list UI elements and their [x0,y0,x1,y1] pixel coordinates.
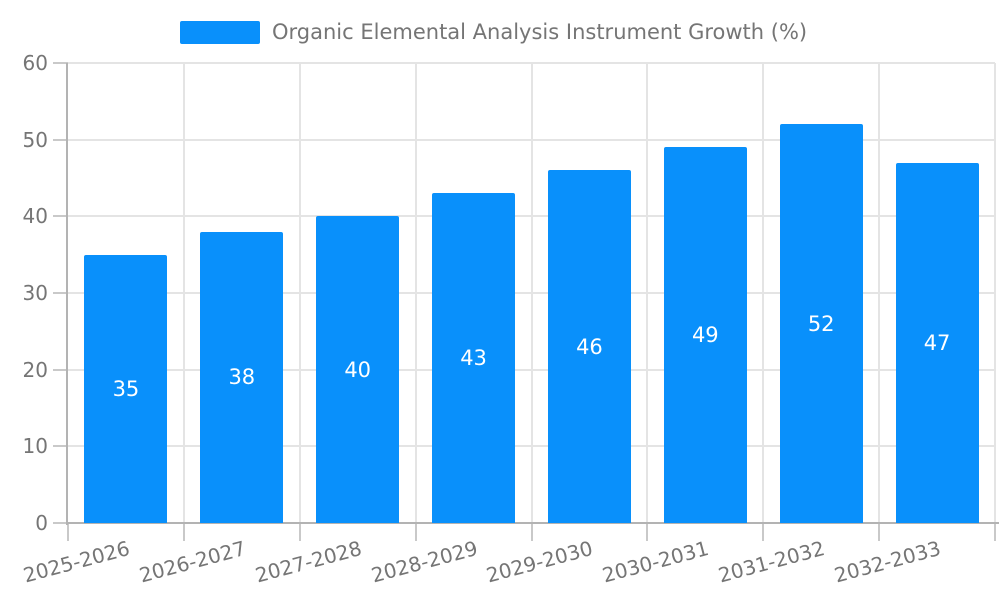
x-axis-tick [646,523,649,541]
bar-value-label: 52 [807,311,835,336]
x-axis-tick-label: 2028-2029 [368,536,480,588]
bar-value-label: 38 [228,365,256,390]
x-axis-tick-label: 2031-2032 [715,536,828,588]
legend-label: Organic Elemental Analysis Instrument Gr… [272,20,808,44]
bar[interactable] [895,162,979,523]
bar-value-label: 43 [460,346,487,371]
y-axis-tick-label: 0 [35,511,48,535]
x-axis-tick [298,523,301,541]
x-axis-tick [762,523,765,541]
x-axis-tick-label: 2029-2030 [484,536,596,588]
gridline-vertical [530,63,533,523]
x-axis-tick [994,523,996,541]
bar[interactable] [663,147,747,523]
y-axis-tick-label: 30 [22,281,48,305]
bar[interactable] [200,231,284,523]
gridline-vertical [298,63,301,523]
gridline-vertical [994,63,996,523]
x-axis-tick [878,523,881,541]
y-axis-tick [53,138,68,141]
gridline-vertical [878,63,881,523]
x-axis-tick-label: 2026-2027 [136,536,249,588]
gridline-vertical [414,63,417,523]
bar-value-label: 35 [112,376,140,401]
y-axis-line [66,63,68,525]
x-axis-tick-label: 2032-2033 [831,536,944,588]
bar[interactable] [316,216,400,523]
x-axis-tick-label: 2025-2026 [20,536,133,588]
bar-value-label: 47 [923,330,951,355]
y-axis-tick [53,522,68,524]
y-axis-tick-label: 20 [22,357,48,382]
y-axis-tick [53,445,68,448]
bar[interactable] [547,170,631,523]
x-axis-tick-label: 2030-2031 [600,536,712,588]
bar-value-label: 46 [576,334,603,359]
x-axis-tick [530,523,533,541]
y-axis-tick-label: 50 [22,127,48,152]
bar-value-label: 49 [691,323,719,348]
y-axis-tick [53,62,68,64]
y-axis-tick-label: 40 [22,204,48,229]
y-axis-tick [53,215,68,218]
y-axis-tick [53,368,68,371]
y-axis-tick-label: 10 [22,434,48,459]
x-axis-tick-label: 2027-2028 [252,536,364,588]
gridline-vertical [646,63,649,523]
legend[interactable]: Organic Elemental Analysis Instrument Gr… [180,20,807,44]
x-axis-tick [67,523,69,541]
y-axis-tick [53,292,68,294]
bar[interactable] [84,254,168,523]
gridline-vertical [762,63,765,523]
bar[interactable] [432,193,516,523]
x-axis-tick [182,523,185,541]
bar[interactable] [779,124,863,523]
y-axis-tick-label: 60 [22,51,48,75]
legend-swatch [180,20,260,44]
bar-value-label: 40 [344,357,372,382]
x-axis-line [66,522,999,524]
x-axis-tick [414,523,417,541]
gridline-vertical [182,63,185,523]
